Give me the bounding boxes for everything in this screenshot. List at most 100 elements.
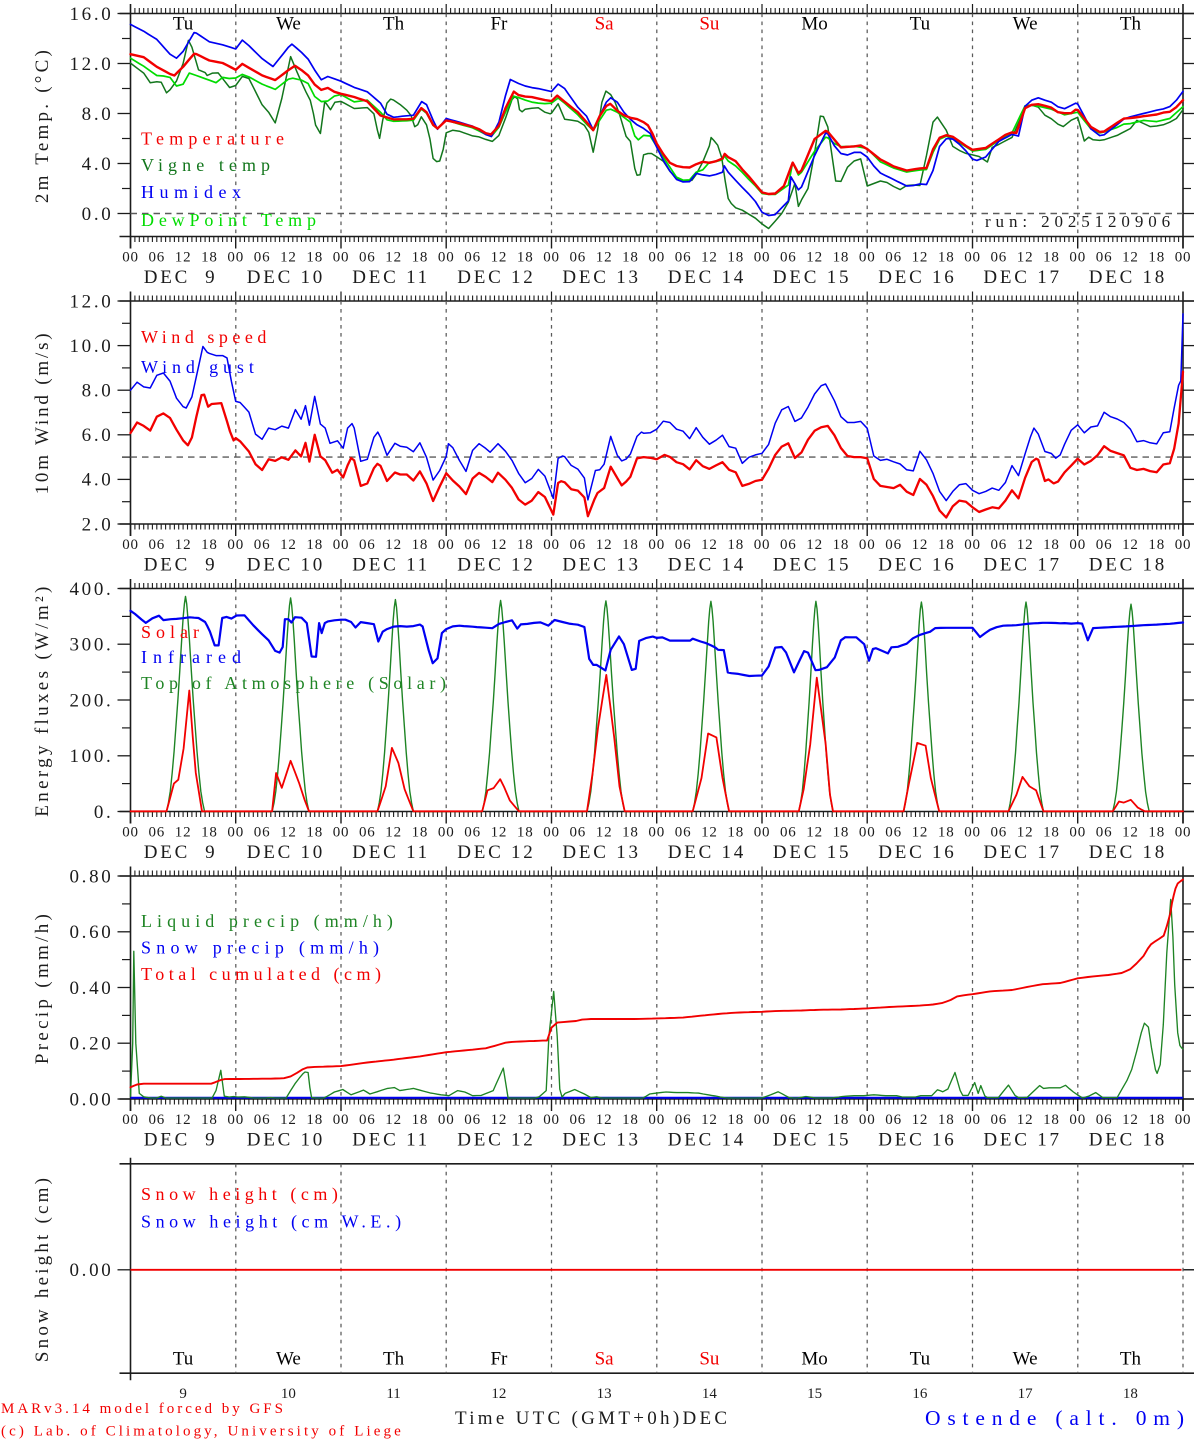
svg-text:00: 00	[543, 825, 560, 841]
svg-text:12: 12	[280, 825, 297, 841]
svg-text:18: 18	[306, 250, 323, 266]
svg-text:18: 18	[622, 1112, 639, 1128]
svg-text:12: 12	[701, 537, 718, 553]
svg-text:12: 12	[280, 1112, 297, 1128]
svg-text:2m Temp. (°C): 2m Temp. (°C)	[32, 47, 53, 203]
svg-text:12: 12	[385, 250, 402, 266]
svg-text:DEC 14: DEC 14	[668, 842, 746, 863]
svg-text:Snow precip (mm/h): Snow precip (mm/h)	[141, 938, 384, 959]
svg-text:0.00: 0.00	[69, 1089, 113, 1110]
svg-text:00: 00	[754, 250, 771, 266]
svg-text:DEC 10: DEC 10	[247, 842, 325, 863]
svg-text:We: We	[1013, 1349, 1038, 1370]
svg-text:06: 06	[464, 825, 481, 841]
svg-text:DEC 10: DEC 10	[247, 555, 325, 576]
svg-text:06: 06	[675, 1112, 692, 1128]
svg-text:Mo: Mo	[801, 14, 827, 35]
svg-text:DEC 15: DEC 15	[773, 555, 851, 576]
svg-text:DEC 15: DEC 15	[773, 1130, 851, 1151]
svg-text:00: 00	[648, 825, 665, 841]
svg-text:Sa: Sa	[595, 1349, 615, 1370]
svg-text:00: 00	[648, 537, 665, 553]
svg-text:18: 18	[201, 825, 218, 841]
svg-text:13: 13	[597, 1386, 612, 1402]
svg-text:06: 06	[885, 250, 902, 266]
svg-text:DEC 18: DEC 18	[1089, 555, 1167, 576]
svg-text:18: 18	[517, 250, 534, 266]
svg-text:DEC 15: DEC 15	[773, 267, 851, 288]
svg-text:06: 06	[780, 825, 797, 841]
svg-text:DEC 18: DEC 18	[1089, 267, 1167, 288]
svg-text:DEC 9: DEC 9	[144, 842, 218, 863]
svg-text:12: 12	[385, 1112, 402, 1128]
svg-text:Energy fluxes (W/m²): Energy fluxes (W/m²)	[32, 583, 53, 816]
svg-text:06: 06	[148, 250, 165, 266]
svg-text:00: 00	[859, 825, 876, 841]
svg-text:0.60: 0.60	[69, 922, 113, 943]
svg-text:06: 06	[885, 537, 902, 553]
svg-text:00: 00	[1175, 250, 1192, 266]
svg-text:12: 12	[912, 537, 929, 553]
svg-text:12: 12	[806, 1112, 823, 1128]
svg-text:06: 06	[148, 537, 165, 553]
svg-text:17: 17	[1018, 1386, 1034, 1402]
svg-text:Precip (mm/h): Precip (mm/h)	[32, 911, 53, 1064]
svg-text:Sa: Sa	[595, 14, 615, 35]
svg-text:00: 00	[438, 825, 455, 841]
svg-text:06: 06	[1096, 1112, 1113, 1128]
svg-text:0.40: 0.40	[69, 978, 113, 999]
svg-text:0.: 0.	[94, 802, 114, 823]
svg-text:00: 00	[859, 250, 876, 266]
svg-text:DEC 13: DEC 13	[562, 1130, 640, 1151]
svg-text:Su: Su	[699, 14, 720, 35]
svg-text:DEC 11: DEC 11	[352, 555, 430, 576]
svg-text:Time UTC (GMT+0h)DEC: Time UTC (GMT+0h)DEC	[455, 1408, 730, 1429]
svg-text:200.: 200.	[69, 690, 113, 711]
svg-text:12: 12	[175, 825, 192, 841]
svg-text:18: 18	[1148, 250, 1165, 266]
svg-text:00: 00	[648, 1112, 665, 1128]
svg-text:DEC 16: DEC 16	[878, 267, 956, 288]
svg-text:12: 12	[1122, 537, 1139, 553]
svg-text:00: 00	[122, 825, 139, 841]
svg-text:12: 12	[280, 537, 297, 553]
svg-text:16: 16	[912, 1386, 928, 1402]
svg-text:06: 06	[1096, 250, 1113, 266]
svg-text:00: 00	[227, 250, 244, 266]
svg-text:00: 00	[648, 250, 665, 266]
svg-text:06: 06	[675, 250, 692, 266]
svg-text:12: 12	[596, 537, 613, 553]
svg-text:00: 00	[964, 1112, 981, 1128]
svg-text:(c) Lab. of Climatology, Unive: (c) Lab. of Climatology, University of L…	[1, 1424, 404, 1440]
svg-text:18: 18	[1123, 1386, 1138, 1402]
svg-text:DEC 14: DEC 14	[668, 555, 746, 576]
svg-text:06: 06	[990, 250, 1007, 266]
svg-text:12: 12	[491, 825, 508, 841]
svg-text:00: 00	[964, 825, 981, 841]
svg-text:DEC 18: DEC 18	[1089, 842, 1167, 863]
svg-text:18: 18	[517, 825, 534, 841]
svg-text:00: 00	[227, 537, 244, 553]
svg-text:06: 06	[148, 1112, 165, 1128]
svg-text:18: 18	[938, 537, 955, 553]
svg-text:Wind gust: Wind gust	[141, 357, 259, 377]
svg-text:Tu: Tu	[910, 1349, 931, 1370]
svg-text:Th: Th	[1120, 14, 1142, 35]
svg-text:Top of Atmosphere (Solar): Top of Atmosphere (Solar)	[141, 673, 451, 694]
svg-text:15: 15	[807, 1386, 822, 1402]
svg-text:00: 00	[543, 1112, 560, 1128]
svg-text:DEC 14: DEC 14	[668, 267, 746, 288]
svg-text:MARv3.14 model forced by GFS: MARv3.14 model forced by GFS	[1, 1401, 286, 1417]
svg-text:06: 06	[359, 1112, 376, 1128]
svg-text:18: 18	[412, 1112, 429, 1128]
svg-text:12: 12	[1122, 1112, 1139, 1128]
svg-text:18: 18	[622, 537, 639, 553]
svg-text:18: 18	[517, 537, 534, 553]
svg-text:Su: Su	[699, 1349, 720, 1370]
svg-text:Th: Th	[383, 14, 405, 35]
svg-text:Fr: Fr	[490, 14, 508, 35]
svg-text:Vigne temp: Vigne temp	[141, 155, 275, 175]
svg-text:10: 10	[281, 1386, 296, 1402]
svg-text:18: 18	[833, 825, 850, 841]
svg-text:11: 11	[386, 1386, 400, 1402]
